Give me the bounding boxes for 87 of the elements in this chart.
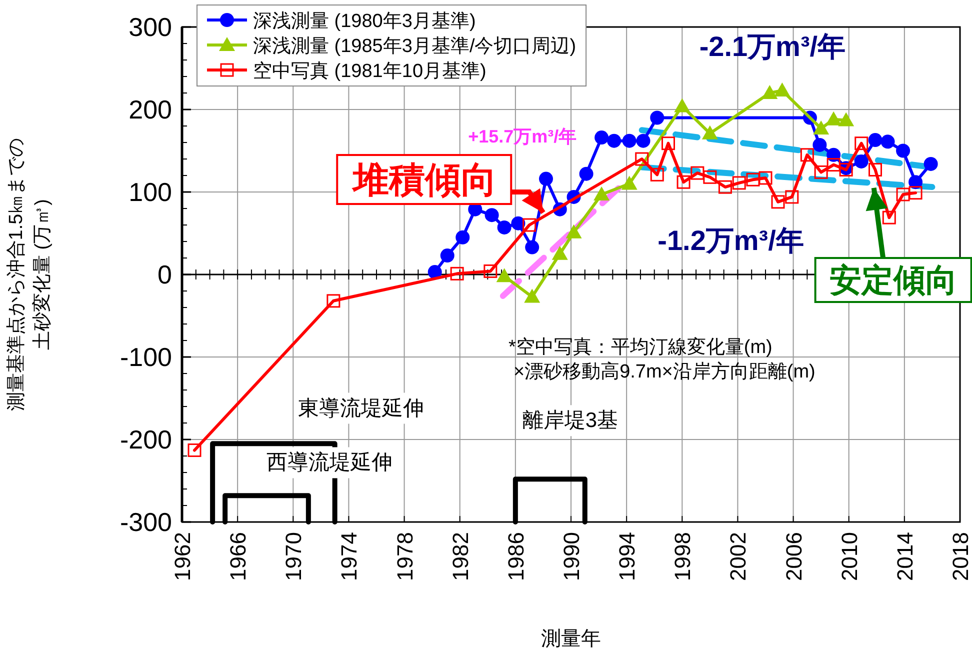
point	[718, 180, 732, 194]
point	[676, 175, 690, 189]
point	[908, 186, 922, 200]
point	[702, 125, 718, 140]
point	[566, 224, 582, 238]
x-tick-label: 1986	[503, 532, 528, 581]
point	[552, 246, 568, 260]
point	[826, 158, 840, 172]
point	[524, 288, 540, 303]
point	[522, 218, 536, 232]
legend-label: 深浅測量 (1980年3月基準)	[253, 11, 476, 32]
point	[854, 136, 868, 150]
point	[594, 186, 610, 200]
x-tick-label: 1978	[392, 532, 418, 581]
point	[456, 230, 470, 244]
point	[484, 264, 498, 278]
point	[812, 138, 827, 152]
point	[607, 134, 622, 148]
point	[868, 162, 882, 176]
point	[800, 148, 814, 162]
point	[635, 152, 649, 166]
point	[636, 134, 650, 148]
point	[650, 110, 664, 125]
point	[440, 248, 454, 263]
x-tick-label: 1962	[170, 532, 195, 581]
point	[896, 188, 910, 202]
x-tick-label: 2010	[836, 532, 862, 581]
y-tick-label: 0	[158, 260, 172, 290]
x-axis-title: 測量年	[541, 628, 601, 650]
point	[428, 265, 442, 280]
point	[880, 134, 895, 149]
point	[826, 111, 842, 126]
point	[662, 136, 675, 150]
point	[621, 176, 638, 190]
point	[882, 210, 896, 224]
point	[924, 156, 938, 171]
y-tick-label: -100	[120, 342, 172, 372]
point	[838, 112, 854, 126]
point	[868, 133, 882, 148]
y-tick-label: -300	[120, 507, 172, 537]
point	[814, 165, 828, 179]
point	[758, 171, 772, 185]
point	[762, 85, 778, 99]
point	[813, 120, 830, 134]
x-tick-label: 2006	[781, 532, 806, 581]
y-axis-title: 測量基準点から沖合1.5㎞までの土砂変化量 (万㎥)	[6, 138, 53, 412]
y-tick-label: 200	[128, 94, 172, 124]
point	[908, 175, 923, 190]
point	[326, 294, 340, 308]
point	[622, 134, 636, 148]
y-tick-label: 300	[128, 12, 172, 42]
x-tick-label: 1982	[448, 532, 473, 581]
point	[538, 172, 553, 186]
point	[854, 154, 868, 168]
legend-label: 深浅測量 (1985年3月基準/今切口周辺)	[253, 36, 576, 57]
y-tick-label: 100	[128, 177, 172, 207]
point	[771, 195, 785, 209]
x-tick-label: 1970	[281, 532, 306, 581]
legend-label: 空中写真 (1981年10月基準)	[253, 60, 486, 82]
point	[594, 130, 609, 145]
point	[703, 170, 717, 184]
x-tick-label: 1990	[559, 532, 584, 581]
point	[785, 190, 799, 204]
y-tick-label: -200	[120, 424, 172, 454]
point	[188, 443, 202, 457]
point	[774, 82, 790, 97]
x-tick-label: 1998	[670, 532, 696, 581]
x-tick-label: 1974	[336, 532, 362, 581]
point	[732, 176, 746, 190]
annotation: 安定傾向	[829, 262, 958, 298]
point	[525, 240, 540, 254]
point	[746, 172, 760, 186]
point	[496, 268, 512, 282]
annotation: 堆積傾向	[351, 159, 498, 200]
point	[896, 144, 910, 158]
point	[579, 166, 594, 181]
point	[674, 98, 690, 112]
point	[450, 266, 464, 280]
x-tick-label: 2002	[726, 532, 751, 581]
x-tick-label: 1994	[614, 532, 640, 581]
x-tick-label: 2018	[948, 532, 972, 581]
x-tick-label: 2014	[892, 532, 918, 581]
point	[484, 208, 499, 222]
point	[650, 168, 664, 182]
x-tick-label: 1966	[226, 532, 251, 581]
point	[497, 220, 512, 234]
point	[690, 166, 704, 180]
